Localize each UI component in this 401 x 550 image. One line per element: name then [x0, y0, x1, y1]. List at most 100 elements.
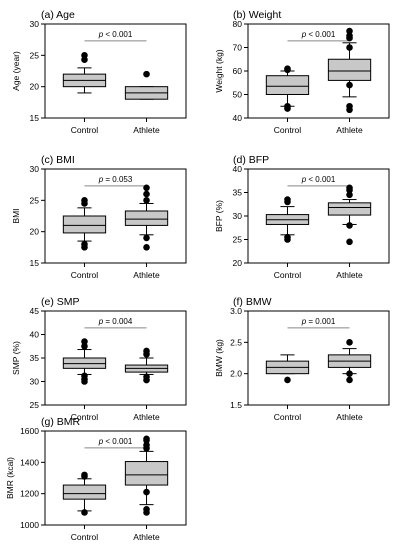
significance-label: p < 0.001: [301, 175, 336, 184]
box-iqr: [265, 75, 310, 95]
y-axis-label: Weight (kg): [214, 49, 224, 92]
outlier-point: [284, 376, 291, 384]
box-iqr: [62, 215, 107, 234]
y-axis-label: Age (year): [11, 51, 21, 91]
significance-label: p = 0.001: [301, 317, 336, 326]
x-tick-label: Control: [71, 412, 99, 422]
y-tick-label: 40: [233, 113, 243, 123]
y-tick-label: 35: [233, 188, 243, 198]
significance-label: p < 0.001: [98, 30, 133, 39]
panel-title: (e) SMP: [41, 296, 80, 308]
significance-label: p < 0.001: [301, 30, 336, 39]
x-tick-label: Athlete: [336, 270, 363, 280]
box-iqr: [327, 58, 372, 81]
y-tick-label: 25: [30, 195, 40, 205]
y-tick-label: 15: [30, 113, 40, 123]
outlier-point: [284, 196, 291, 203]
y-tick-label: 35: [30, 353, 40, 363]
x-tick-label: Control: [71, 532, 99, 542]
y-axis-label: BMW (kg): [214, 339, 224, 377]
outlier-point: [284, 65, 291, 72]
outlier-point: [81, 52, 88, 59]
box-control: [265, 354, 310, 384]
x-tick-label: Athlete: [133, 125, 160, 135]
outlier-point: [143, 509, 150, 516]
panel-e: (e) SMP 25 30 35 40 45 SMP (%) Control Athlete p …: [11, 296, 187, 422]
x-tick-label: Control: [71, 125, 99, 135]
outlier-point: [346, 191, 353, 199]
outlier-point: [143, 376, 150, 384]
y-tick-label: 30: [30, 19, 40, 29]
panel-title: (c) BMI: [41, 154, 75, 166]
outlier-point: [346, 376, 353, 384]
box-control: [62, 338, 107, 385]
y-axis-label: BMR (kcal): [5, 457, 15, 499]
y-tick-label: 1400: [20, 457, 39, 467]
x-tick-label: Control: [274, 125, 302, 135]
y-axis-label: BMI: [11, 208, 21, 223]
x-tick-label: Control: [274, 412, 302, 422]
y-tick-label: 15: [30, 258, 40, 268]
outlier-point: [143, 197, 150, 204]
outlier-point: [81, 509, 88, 516]
outlier-point: [346, 106, 353, 114]
panel-c: (c) BMI 15 20 25 30 BMI Control Athlete p = 0.05…: [11, 154, 187, 280]
outlier-point: [81, 197, 88, 204]
panel-b: (b) Weight 40 50 60 70 80 Weight (kg) Control At…: [214, 9, 390, 135]
y-tick-label: 40: [30, 330, 40, 340]
x-tick-label: Athlete: [133, 532, 160, 542]
significance-label: p = 0.004: [98, 317, 133, 326]
y-tick-label: 25: [30, 50, 40, 60]
outlier-point: [81, 338, 88, 345]
y-tick-label: 20: [30, 82, 40, 92]
y-tick-label: 25: [233, 235, 243, 245]
box-athlete: [124, 184, 169, 251]
y-axis-label: SMP (%): [11, 341, 21, 375]
x-tick-label: Athlete: [336, 412, 363, 422]
plot-frame: [44, 430, 187, 526]
box-athlete: [327, 339, 372, 384]
outlier-point: [346, 44, 353, 51]
panel-a: (a) Age 15 20 25 30 Age (year) Control Athlete p…: [11, 9, 187, 135]
outlier-point: [143, 435, 150, 443]
panel-title: (b) Weight: [233, 9, 281, 21]
y-tick-label: 1600: [20, 426, 39, 436]
outlier-point: [346, 339, 353, 346]
y-tick-label: 1000: [20, 520, 39, 530]
outlier-point: [81, 244, 88, 251]
panel-title: (g) BMR: [41, 416, 81, 428]
outlier-point: [143, 488, 150, 496]
x-tick-label: Athlete: [133, 412, 160, 422]
y-tick-label: 20: [30, 227, 40, 237]
outlier-point: [143, 244, 150, 251]
panel-d: (d) BFP 20 25 30 35 40 BFP (%) Control Athlete p …: [214, 154, 390, 280]
box-athlete: [124, 347, 169, 384]
y-tick-label: 2.0: [230, 369, 242, 379]
y-tick-label: 20: [233, 258, 243, 268]
panel-title: (d) BFP: [233, 154, 269, 166]
y-tick-label: 3.0: [230, 306, 242, 316]
y-tick-label: 45: [30, 306, 40, 316]
outlier-point: [143, 70, 150, 78]
significance-label: p < 0.001: [98, 437, 133, 446]
y-tick-label: 25: [30, 400, 40, 410]
box-control: [62, 52, 107, 94]
y-tick-label: 30: [30, 164, 40, 174]
outlier-point: [143, 441, 150, 449]
y-tick-label: 30: [30, 377, 40, 387]
outlier-point: [143, 234, 150, 242]
plot-frame: [44, 23, 187, 119]
outlier-point: [143, 190, 150, 198]
y-tick-label: 1200: [20, 489, 39, 499]
x-tick-label: Control: [71, 270, 99, 280]
outlier-point: [81, 471, 88, 479]
outlier-point: [284, 236, 291, 243]
outlier-point: [346, 27, 353, 35]
box-control: [62, 197, 107, 251]
outlier-point: [143, 347, 150, 355]
outlier-point: [81, 342, 88, 350]
box-iqr: [124, 461, 169, 486]
box-control: [265, 65, 310, 112]
outlier-point: [346, 222, 353, 229]
